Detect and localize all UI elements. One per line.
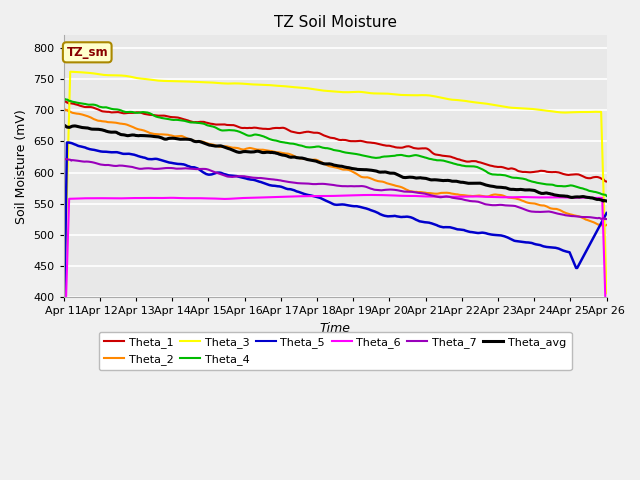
Theta_avg (591, 196, 598, 202)
Theta_1 (603, 179, 611, 184)
Theta_7 (589, 215, 597, 221)
Theta_2 (60, 106, 68, 112)
Theta_1 (505, 166, 513, 172)
Theta_4 (355, 152, 362, 157)
Theta_3 (67, 69, 74, 74)
Theta_5 (60, 342, 68, 348)
Theta_4 (61, 96, 68, 102)
Theta_7 (505, 203, 513, 208)
Theta_5 (506, 236, 513, 241)
Legend: Theta_1, Theta_2, Theta_3, Theta_4, Theta_5, Theta_6, Theta_7, Theta_avg: Theta_1, Theta_2, Theta_3, Theta_4, Thet… (99, 332, 572, 370)
Theta_7 (603, 216, 611, 222)
Theta_avg (506, 186, 513, 192)
Theta_3 (355, 89, 362, 95)
Theta_7 (321, 181, 329, 187)
Theta_4 (603, 193, 611, 199)
Theta_avg (384, 169, 392, 175)
Theta_4 (60, 96, 68, 102)
Theta_1 (321, 133, 329, 139)
Theta_1 (589, 174, 597, 180)
Theta_4 (322, 145, 330, 151)
Theta_4 (506, 174, 513, 180)
Theta_6 (506, 194, 513, 200)
Theta_2 (505, 195, 513, 201)
Y-axis label: Soil Moisture (mV): Soil Moisture (mV) (15, 109, 28, 224)
Theta_3 (384, 91, 392, 96)
Theta_1 (60, 98, 68, 104)
Theta_avg (60, 123, 68, 129)
Theta_5 (384, 214, 392, 219)
Theta_2 (589, 219, 597, 225)
Theta_6 (384, 192, 392, 198)
Line: Theta_7: Theta_7 (64, 159, 607, 219)
Theta_6 (317, 193, 325, 199)
Theta_2 (383, 180, 390, 186)
Title: TZ Soil Moisture: TZ Soil Moisture (274, 15, 397, 30)
Theta_4 (384, 154, 392, 159)
Theta_7 (353, 183, 361, 189)
Theta_avg (603, 198, 611, 204)
Theta_3 (319, 88, 326, 94)
Line: Theta_6: Theta_6 (64, 195, 607, 373)
Theta_2 (317, 159, 325, 165)
Theta_1 (317, 132, 325, 137)
Theta_4 (319, 145, 326, 151)
Theta_6 (60, 370, 68, 376)
Line: Theta_2: Theta_2 (64, 109, 607, 226)
Theta_4 (591, 189, 598, 195)
Theta_3 (60, 306, 68, 312)
Theta_6 (591, 195, 598, 201)
Line: Theta_1: Theta_1 (64, 101, 607, 181)
Theta_avg (355, 167, 362, 172)
Theta_2 (353, 172, 361, 178)
Theta_5 (63, 140, 71, 145)
Theta_2 (603, 222, 611, 228)
Theta_avg (322, 161, 330, 167)
Line: Theta_4: Theta_4 (64, 99, 607, 196)
Theta_5 (322, 198, 330, 204)
Theta_avg (319, 160, 326, 166)
Theta_7 (60, 156, 68, 162)
Theta_2 (600, 223, 608, 228)
Theta_5 (319, 196, 326, 202)
Line: Theta_avg: Theta_avg (64, 125, 607, 201)
Line: Theta_3: Theta_3 (64, 72, 607, 309)
Theta_6 (353, 192, 361, 198)
Theta_7 (317, 181, 325, 187)
Theta_3 (506, 105, 513, 110)
Theta_2 (321, 161, 329, 167)
Theta_3 (591, 109, 598, 115)
Text: TZ_sm: TZ_sm (67, 46, 108, 59)
Theta_1 (353, 138, 361, 144)
Theta_5 (603, 210, 611, 216)
Theta_7 (383, 187, 390, 192)
Line: Theta_5: Theta_5 (64, 143, 607, 345)
Theta_6 (321, 193, 329, 199)
Theta_6 (365, 192, 373, 198)
Theta_5 (355, 204, 362, 209)
Theta_1 (383, 143, 390, 149)
Theta_6 (603, 335, 611, 340)
Theta_5 (591, 232, 598, 238)
Theta_avg (61, 122, 68, 128)
Theta_3 (603, 290, 611, 296)
Theta_3 (322, 88, 330, 94)
X-axis label: Time: Time (319, 322, 351, 335)
Theta_7 (602, 216, 609, 222)
